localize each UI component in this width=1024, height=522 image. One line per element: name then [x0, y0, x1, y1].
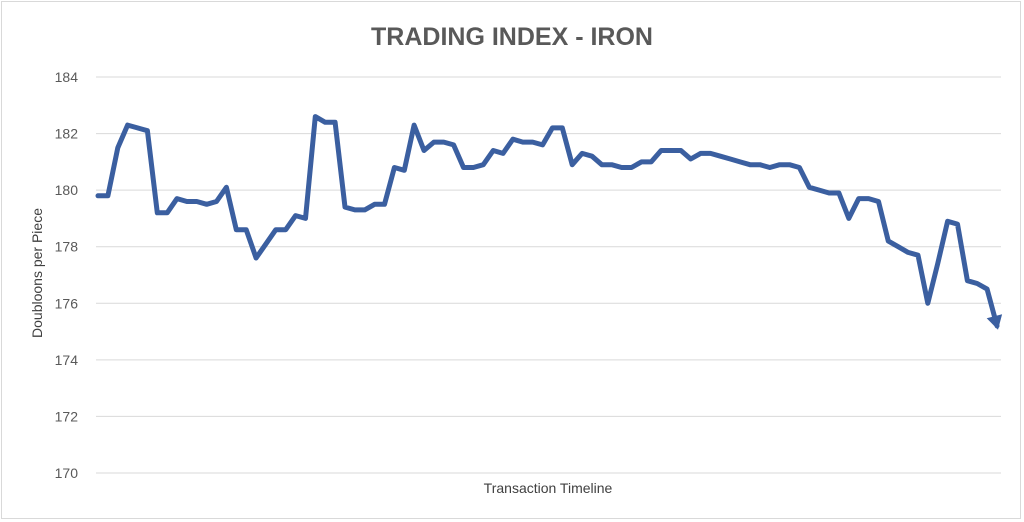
y-tick-label: 184 [55, 69, 79, 85]
y-axis-label: Doubloons per Piece [29, 208, 45, 338]
y-tick-label: 178 [55, 239, 79, 255]
y-axis-ticks: 170 172 174 176 178 180 182 184 [55, 69, 79, 481]
y-tick-label: 182 [55, 126, 79, 142]
y-tick-label: 176 [55, 295, 79, 311]
series-line-0 [95, 114, 1000, 329]
y-tick-label: 180 [55, 182, 79, 198]
x-axis-label: Transaction Timeline [484, 480, 613, 496]
y-tick-label: 172 [55, 408, 79, 424]
y-tick-label: 174 [55, 352, 79, 368]
series-group [95, 114, 1003, 330]
chart-title: TRADING INDEX - IRON [371, 23, 653, 51]
series-end-arrow-0 [986, 314, 1003, 330]
gridlines [96, 76, 1001, 474]
y-tick-label: 170 [55, 465, 79, 481]
